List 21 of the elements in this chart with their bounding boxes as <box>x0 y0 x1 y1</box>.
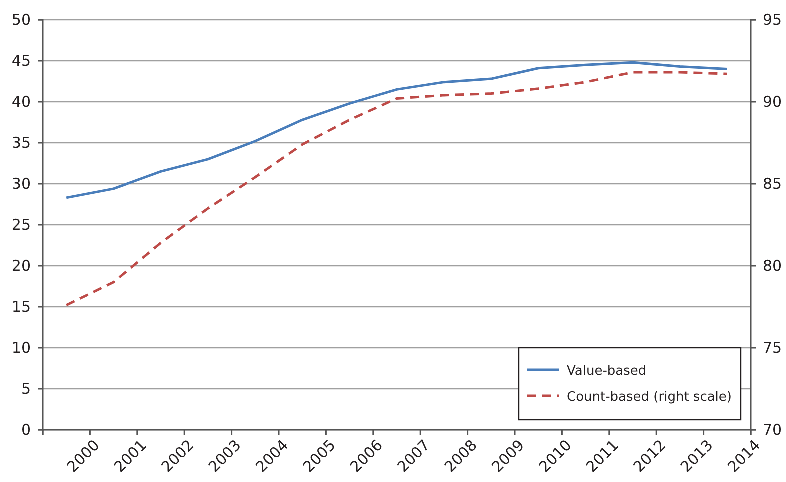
y-tick-label: 5 <box>21 380 31 398</box>
y-tick-label: 0 <box>21 420 31 439</box>
line-series <box>65 61 729 200</box>
y-tick-label: 40 <box>12 92 31 111</box>
line-series <box>65 71 729 307</box>
y-tick-label: 20 <box>12 256 31 275</box>
y2-tick-label: 95 <box>763 10 782 29</box>
legend-label: Count-based (right scale) <box>567 390 732 405</box>
y-tick-label: 15 <box>12 298 31 316</box>
y-tick-label: 35 <box>12 134 31 152</box>
legend-label: Value-based <box>567 364 647 379</box>
y2-tick-label: 80 <box>763 256 782 275</box>
y2-tick-label: 85 <box>763 174 782 193</box>
y2-tick-label: 75 <box>763 338 782 357</box>
y-tick-label: 25 <box>12 216 31 234</box>
y-tick-label: 30 <box>12 174 31 193</box>
y-tick-label: 10 <box>12 338 31 357</box>
y-tick-label: 50 <box>12 10 31 29</box>
y2-tick-label: 70 <box>763 420 782 439</box>
y-tick-label: 45 <box>12 52 31 70</box>
y2-tick-label: 90 <box>763 92 782 111</box>
